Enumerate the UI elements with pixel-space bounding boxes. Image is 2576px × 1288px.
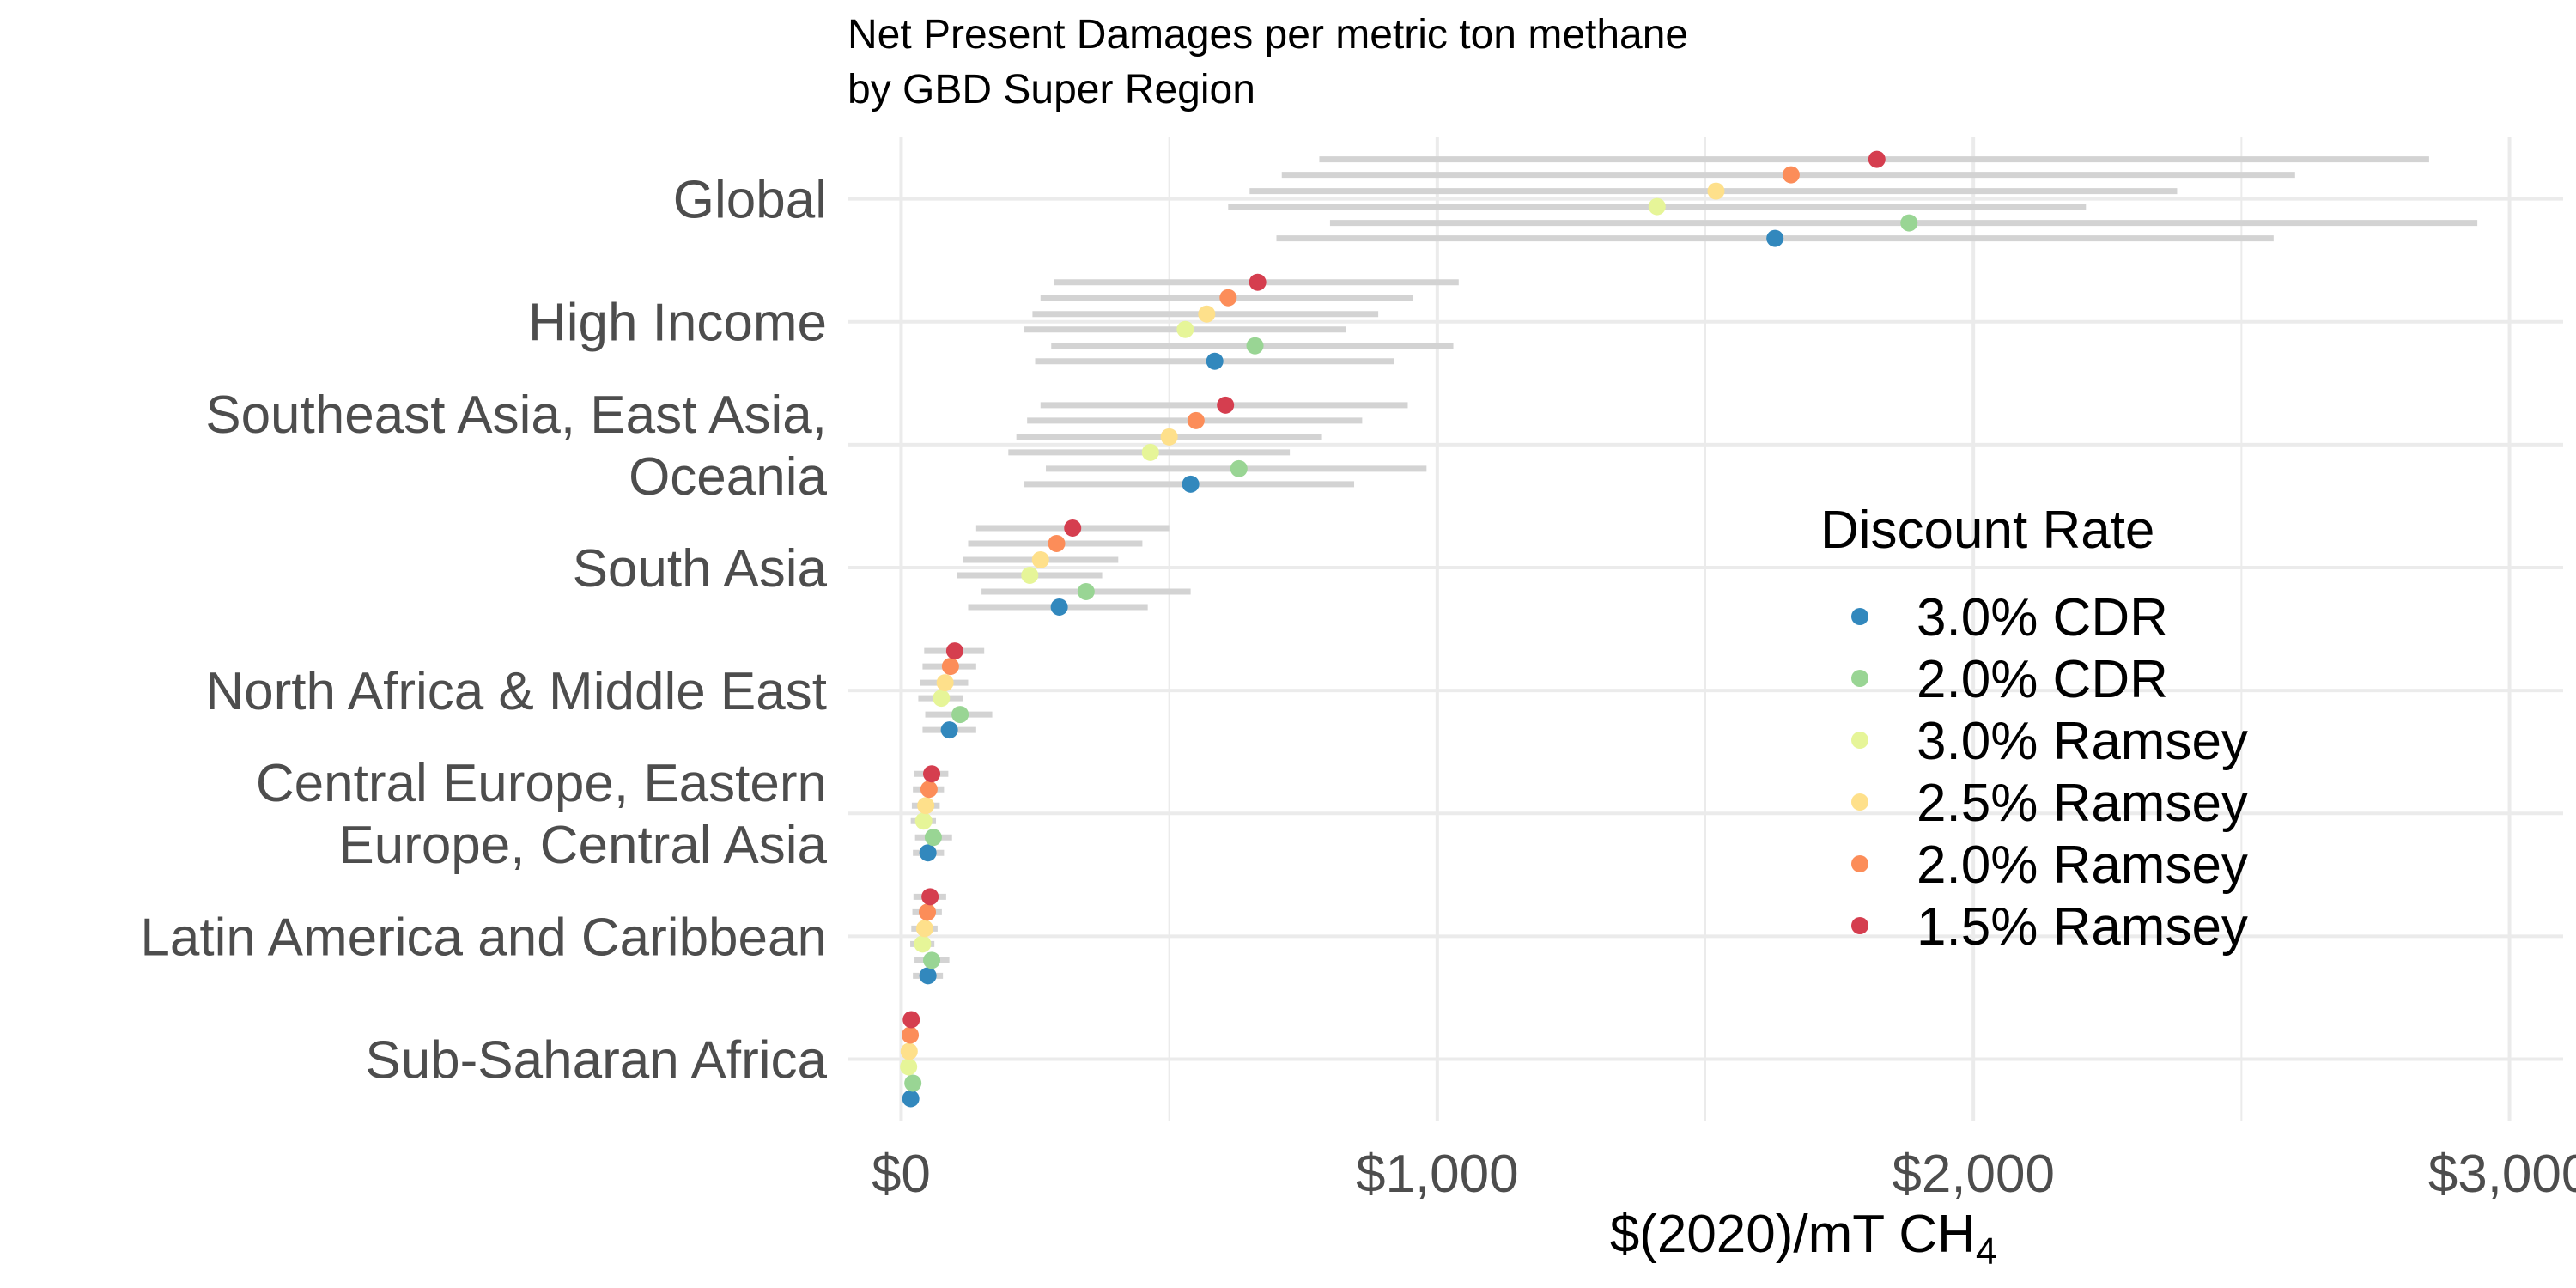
legend-key xyxy=(1851,855,1868,872)
x-tick-label: $3,000 xyxy=(2428,1145,2576,1204)
data-point xyxy=(941,658,959,676)
data-point xyxy=(1064,519,1082,537)
region-label: Latin America and Caribbean xyxy=(140,908,827,967)
region-label: Sub-Saharan Africa xyxy=(365,1030,827,1090)
data-point xyxy=(1219,289,1237,307)
region-label: Central Europe, Eastern xyxy=(256,754,827,813)
legend-key xyxy=(1851,917,1868,934)
data-point xyxy=(921,888,939,906)
region-label: South Asia xyxy=(573,539,828,598)
data-point xyxy=(917,797,935,815)
chart-title-line-1: Net Present Damages per metric ton metha… xyxy=(848,12,1688,58)
data-point xyxy=(1077,582,1095,600)
data-point xyxy=(924,829,942,847)
data-point xyxy=(1230,459,1248,477)
data-point xyxy=(1249,273,1267,291)
data-point xyxy=(1198,305,1216,323)
legend-label: 2.0% CDR xyxy=(1917,650,2168,709)
region-label: Europe, Central Asia xyxy=(338,816,827,875)
x-tick-label: $2,000 xyxy=(1892,1145,2055,1204)
data-point xyxy=(1217,396,1235,414)
data-point xyxy=(900,1042,918,1060)
data-point xyxy=(919,844,937,862)
region-label: Oceania xyxy=(629,447,827,507)
data-point xyxy=(900,1058,918,1076)
data-point xyxy=(1141,443,1159,461)
data-point xyxy=(914,812,933,830)
data-point xyxy=(923,765,941,783)
legend-key xyxy=(1851,732,1868,749)
data-point xyxy=(1050,598,1068,616)
data-points xyxy=(900,150,1918,1108)
data-point xyxy=(902,1026,920,1044)
data-point xyxy=(1766,229,1784,247)
data-point xyxy=(1246,337,1264,355)
data-point xyxy=(915,920,933,938)
grid-lines xyxy=(848,137,2563,1121)
region-labels: Global High Income Southeast Asia, East As… xyxy=(140,171,827,1091)
data-point xyxy=(914,935,932,953)
x-tick-labels: $0 $1,000 $2,000 $3,000 xyxy=(872,1145,2576,1204)
data-point xyxy=(940,721,958,739)
region-label: Southeast Asia, East Asia, xyxy=(205,386,827,445)
x-axis-title: $(2020)/mT CH4 xyxy=(1610,1205,1997,1273)
data-point xyxy=(1206,352,1224,370)
legend-title: Discount Rate xyxy=(1820,501,2154,560)
legend-label: 1.5% Ramsey xyxy=(1917,897,2248,957)
legend-label: 3.0% Ramsey xyxy=(1917,712,2248,771)
data-point xyxy=(1707,182,1725,200)
data-point xyxy=(1048,534,1066,552)
data-point xyxy=(1182,475,1200,493)
data-point xyxy=(919,967,937,985)
legend-label: 2.5% Ramsey xyxy=(1917,774,2248,833)
data-point xyxy=(920,781,938,799)
x-axis-title-text: $(2020)/mT CH xyxy=(1610,1205,1976,1264)
data-point xyxy=(945,642,963,660)
x-tick-label: $1,000 xyxy=(1356,1145,1519,1204)
data-point xyxy=(951,706,969,724)
x-axis-title-subscript: 4 xyxy=(1976,1230,1996,1273)
data-point xyxy=(923,951,941,969)
region-label: Global xyxy=(673,171,827,230)
legend-key xyxy=(1851,608,1868,625)
legend-label: 2.0% Ramsey xyxy=(1917,835,2248,895)
legend-key xyxy=(1851,793,1868,811)
data-point xyxy=(1900,214,1918,232)
data-point xyxy=(904,1074,922,1092)
data-point xyxy=(1782,166,1800,184)
data-point xyxy=(902,1011,920,1029)
data-point xyxy=(1031,550,1049,568)
data-point xyxy=(902,1090,920,1108)
data-point xyxy=(1021,566,1039,584)
x-tick-label: $0 xyxy=(872,1145,931,1204)
region-label: North Africa & Middle East xyxy=(205,662,827,721)
data-point xyxy=(1868,150,1886,168)
legend-key xyxy=(1851,670,1868,687)
data-point xyxy=(919,903,937,921)
data-point xyxy=(1176,320,1194,338)
data-point xyxy=(1648,197,1666,216)
region-label: High Income xyxy=(528,294,827,353)
data-point xyxy=(1187,411,1205,429)
data-point xyxy=(936,674,954,692)
chart-title-line-2: by GBD Super Region xyxy=(848,67,1255,112)
data-point xyxy=(1160,428,1178,446)
data-point xyxy=(933,690,951,708)
legend-label: 3.0% CDR xyxy=(1917,588,2168,647)
